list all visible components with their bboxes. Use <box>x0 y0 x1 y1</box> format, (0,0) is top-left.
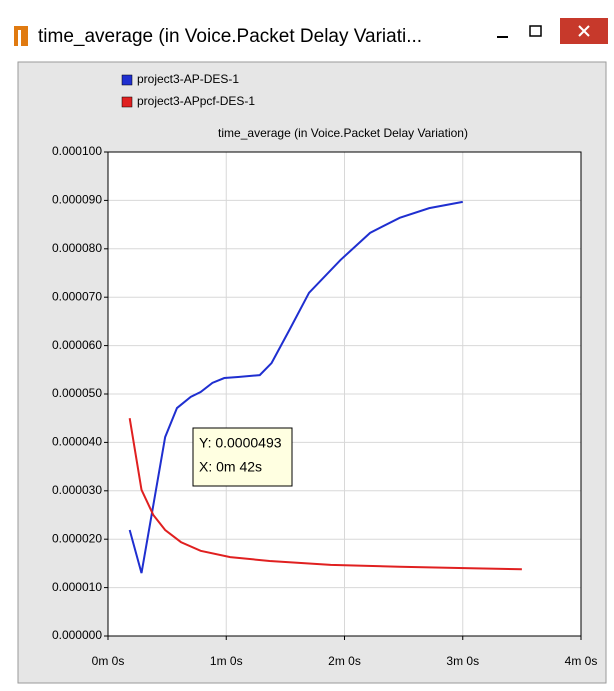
x-tick-label: 1m 0s <box>210 654 243 668</box>
tooltip: Y: 0.0000493 X: 0m 42s <box>192 427 293 487</box>
tooltip-text: Y: 0.0000493 <box>199 435 282 451</box>
y-tick-label: 0.000000 <box>52 628 102 642</box>
x-tick-label: 0m 0s <box>92 654 125 668</box>
y-tick-label: 0.000040 <box>52 435 102 449</box>
close-icon <box>578 25 590 37</box>
tooltip-box <box>192 427 293 487</box>
x-tick-label: 4m 0s <box>565 654 598 668</box>
y-tick-label: 0.000010 <box>52 580 102 594</box>
y-tick-label: 0.000050 <box>52 386 102 400</box>
window-title: time_average (in Voice.Packet Delay Vari… <box>38 26 422 47</box>
tooltip-text: X: 0m 42s <box>199 459 262 475</box>
x-tick-label: 2m 0s <box>328 654 361 668</box>
y-tick-label: 0.000060 <box>52 338 102 352</box>
legend-swatch <box>121 96 133 108</box>
series-line <box>128 200 463 574</box>
chart-title: time_average (in Voice.Packet Delay Vari… <box>218 126 468 140</box>
x-tick-label: 3m 0s <box>446 654 479 668</box>
y-tick-label: 0.000070 <box>52 289 102 303</box>
legend-label: project3-APpcf-DES-1 <box>137 94 255 108</box>
y-tick-label: 0.000100 <box>52 144 102 158</box>
maximize-button[interactable] <box>529 25 542 37</box>
legend-label: project3-AP-DES-1 <box>137 72 239 86</box>
y-tick-label: 0.000030 <box>52 483 102 497</box>
y-tick-label: 0.000020 <box>52 531 102 545</box>
legend-swatch <box>121 74 133 86</box>
series-line <box>128 418 522 571</box>
app-icon-mark <box>18 30 21 46</box>
plot-border <box>107 151 582 637</box>
y-tick-label: 0.000080 <box>52 241 102 255</box>
y-tick-label: 0.000090 <box>52 193 102 207</box>
